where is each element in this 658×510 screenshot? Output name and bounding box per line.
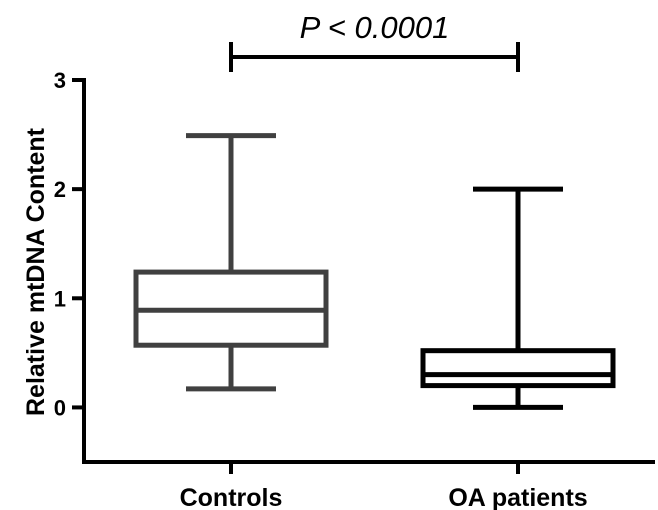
x-tick-label-1: OA patients	[448, 484, 587, 510]
x-tick-label-0: Controls	[180, 484, 283, 510]
sig-label: P < 0.0001	[300, 10, 450, 45]
y-tick-label-1: 1	[54, 286, 66, 311]
x-axis: Controls OA patients	[84, 460, 655, 510]
box-0	[133, 133, 329, 392]
y-axis-title: Relative mtDNA Content	[22, 127, 50, 416]
box-1-iqr	[420, 348, 616, 389]
y-tick-label-0: 0	[54, 395, 66, 420]
y-tick-label-2: 2	[54, 177, 66, 202]
box-series	[133, 133, 616, 410]
box-1	[420, 186, 616, 410]
y-axis: 0 1 2 3	[54, 68, 86, 464]
significance-annotation: P < 0.0001	[229, 10, 520, 72]
y-tick-label-3: 3	[54, 68, 66, 93]
